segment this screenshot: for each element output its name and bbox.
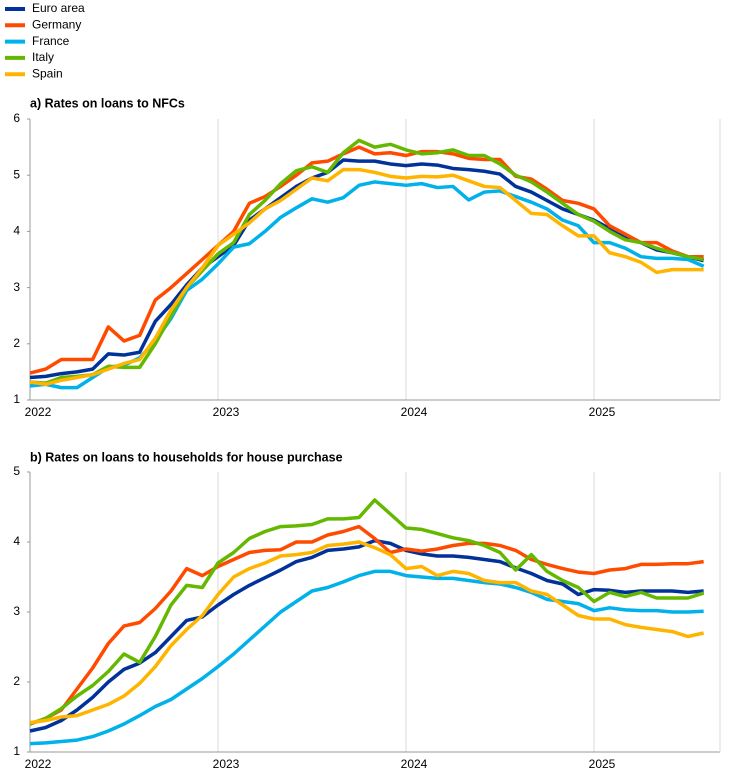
legend-label: Italy xyxy=(32,50,54,64)
x-tick-label: 2025 xyxy=(589,757,616,771)
y-tick-label: 5 xyxy=(13,167,20,181)
y-tick-label: 1 xyxy=(13,392,20,406)
x-tick-label: 2023 xyxy=(213,405,240,419)
y-tick-label: 6 xyxy=(13,111,20,125)
y-tick-label: 3 xyxy=(13,280,20,294)
legend-label: France xyxy=(32,34,70,48)
series-line xyxy=(29,569,704,746)
series-line xyxy=(29,498,705,726)
series-line xyxy=(29,180,705,390)
series-line xyxy=(29,167,704,387)
panel-title: a) Rates on loans to NFCs xyxy=(30,96,185,110)
y-tick-label: 4 xyxy=(13,224,20,238)
y-tick-label: 1 xyxy=(13,744,20,758)
series-line xyxy=(29,538,704,733)
x-tick-label: 2023 xyxy=(213,757,240,771)
series-line xyxy=(29,138,704,385)
panel-title: b) Rates on loans to households for hous… xyxy=(30,450,343,464)
y-tick-label: 4 xyxy=(13,534,20,548)
y-tick-label: 5 xyxy=(13,464,20,478)
series-line xyxy=(29,158,705,380)
legend-label: Germany xyxy=(32,17,81,31)
y-tick-label: 3 xyxy=(13,604,20,618)
x-tick-label: 2025 xyxy=(589,405,616,419)
series-line xyxy=(29,524,704,726)
x-tick-label: 2024 xyxy=(401,405,428,419)
series-line xyxy=(29,145,704,375)
legend-label: Euro area xyxy=(32,1,85,15)
series-line xyxy=(29,540,705,725)
y-tick-label: 2 xyxy=(13,674,20,688)
x-tick-label: 2022 xyxy=(25,757,52,771)
x-tick-label: 2024 xyxy=(401,757,428,771)
y-tick-label: 2 xyxy=(13,336,20,350)
x-tick-label: 2022 xyxy=(25,405,52,419)
legend-label: Spain xyxy=(32,66,63,80)
